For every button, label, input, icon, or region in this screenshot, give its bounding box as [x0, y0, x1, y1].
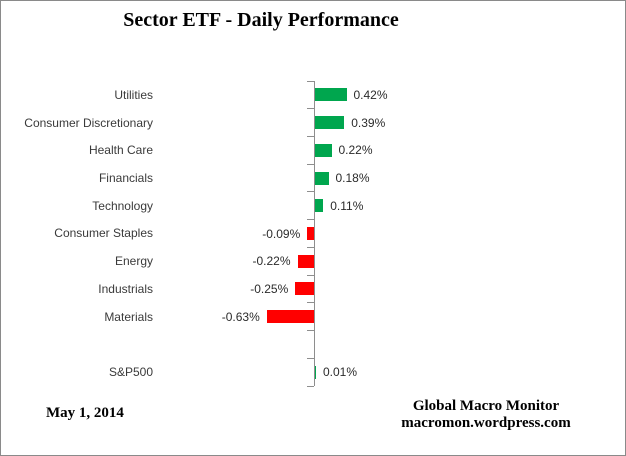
axis-tick — [307, 135, 314, 137]
bar — [315, 116, 345, 130]
category-label: Consumer Staples — [54, 226, 153, 241]
bar — [295, 282, 314, 296]
y-axis-line — [314, 81, 315, 386]
bar — [297, 254, 314, 268]
bar — [315, 143, 332, 157]
category-label: Industrials — [98, 281, 153, 296]
bar — [315, 199, 324, 213]
brand-name: Global Macro Monitor — [412, 398, 560, 414]
axis-tick — [307, 330, 314, 332]
category-label: Health Care — [88, 143, 153, 158]
bar — [307, 227, 314, 240]
category-label: Consumer Discretionary — [24, 115, 153, 130]
category-label: Technology — [92, 198, 153, 213]
value-label: -0.22% — [252, 254, 291, 269]
axis-tick — [307, 274, 314, 276]
chart-title: Sector ETF - Daily Performance — [123, 9, 399, 31]
axis-tick — [307, 80, 314, 82]
bar — [315, 171, 329, 185]
footer-date: May 1, 2014 — [46, 405, 124, 421]
axis-tick — [307, 302, 314, 304]
category-label: Materials — [104, 309, 153, 324]
value-label: -0.25% — [250, 281, 289, 296]
value-label: -0.09% — [262, 226, 301, 241]
axis-tick — [307, 163, 314, 165]
bar — [315, 88, 347, 102]
bar — [315, 365, 316, 379]
category-label: Energy — [114, 254, 153, 269]
axis-tick — [307, 219, 314, 221]
value-label: 0.42% — [353, 87, 388, 102]
brand-attribution: Global Macro Monitor macromon.wordpress.… — [361, 398, 611, 432]
value-label: 0.18% — [335, 171, 370, 186]
value-label: 0.22% — [338, 143, 373, 158]
category-label: S&P500 — [108, 365, 153, 380]
bar — [266, 310, 314, 324]
category-label: Financials — [98, 171, 153, 186]
axis-tick — [307, 385, 314, 387]
axis-tick — [307, 357, 314, 359]
axis-tick — [307, 191, 314, 193]
value-label: 0.11% — [330, 198, 364, 213]
category-label: Utilities — [114, 87, 153, 102]
axis-tick — [307, 246, 314, 248]
value-label: 0.39% — [351, 115, 386, 130]
value-label: 0.01% — [323, 365, 358, 380]
axis-tick — [307, 108, 314, 110]
value-label: -0.63% — [221, 309, 260, 324]
brand-url: macromon.wordpress.com — [401, 415, 571, 431]
